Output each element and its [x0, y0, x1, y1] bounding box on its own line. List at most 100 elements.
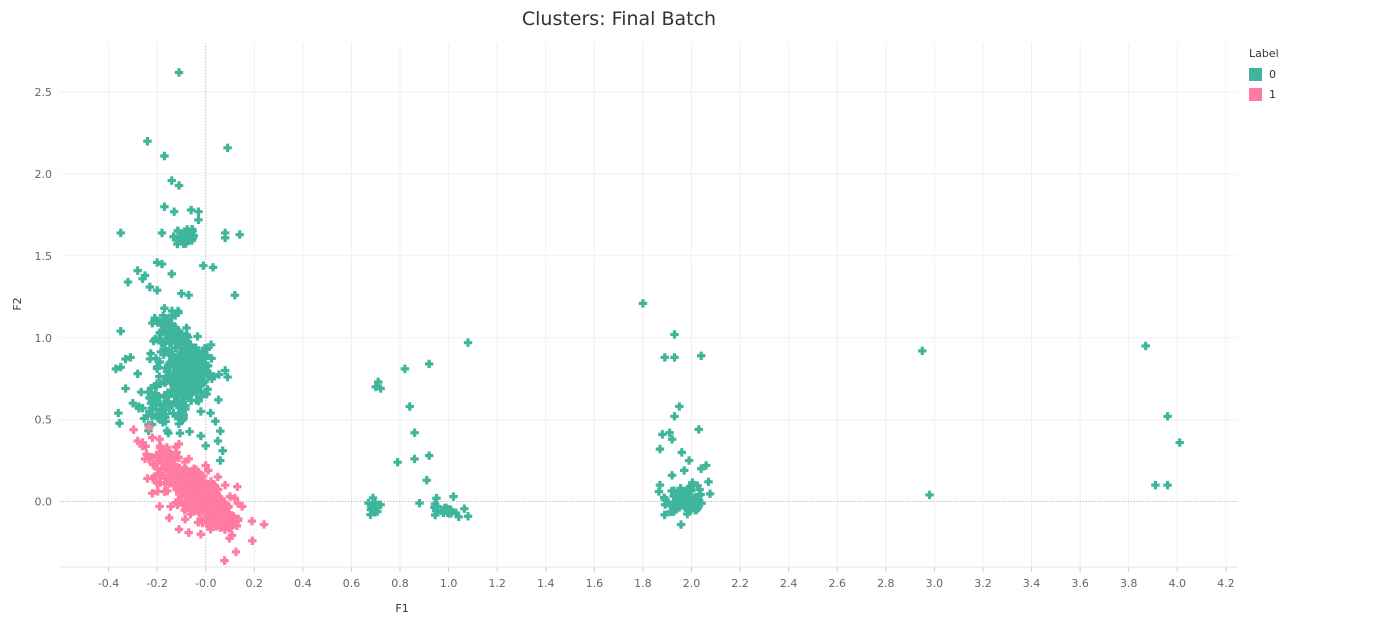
- data-point: [161, 316, 170, 326]
- data-point: [405, 402, 414, 411]
- data-point: [187, 380, 197, 390]
- x-tick-label: -0.2: [146, 577, 167, 590]
- data-point: [111, 364, 121, 374]
- data-point: [128, 399, 138, 408]
- data-point: [670, 412, 679, 421]
- series-1: [129, 422, 269, 565]
- data-point: [175, 489, 184, 499]
- x-tick-label: 3.6: [1071, 577, 1089, 590]
- data-point: [152, 258, 162, 267]
- data-point: [167, 456, 176, 465]
- data-point: [155, 435, 164, 444]
- data-point: [373, 377, 383, 387]
- data-point: [211, 417, 220, 426]
- x-tick-label: 2.2: [731, 577, 749, 590]
- data-point: [151, 354, 161, 363]
- data-point: [213, 501, 222, 510]
- data-point: [171, 442, 180, 452]
- data-point: [188, 472, 198, 482]
- data-point: [123, 277, 133, 287]
- data-point: [675, 503, 684, 512]
- data-point: [670, 330, 679, 339]
- data-point: [156, 400, 165, 410]
- data-point: [147, 420, 157, 429]
- data-point: [437, 505, 447, 515]
- data-point: [225, 510, 234, 520]
- data-point: [225, 534, 234, 543]
- data-point: [182, 323, 191, 333]
- data-point: [115, 419, 124, 428]
- data-point: [638, 299, 648, 308]
- data-point: [168, 373, 177, 382]
- data-point: [223, 502, 233, 512]
- data-point: [163, 457, 172, 467]
- data-point: [432, 494, 441, 503]
- data-point: [167, 269, 176, 279]
- x-tick-label: 1.6: [586, 577, 604, 590]
- legend-label-0: 0: [1269, 67, 1276, 81]
- data-point: [233, 499, 243, 508]
- data-point: [169, 454, 179, 463]
- data-point: [188, 226, 197, 236]
- data-point: [138, 438, 147, 447]
- x-tick-label: 2.8: [877, 577, 895, 590]
- data-point: [376, 384, 385, 393]
- data-point: [176, 473, 185, 482]
- data-point: [189, 364, 198, 374]
- data-point: [212, 497, 221, 506]
- data-point: [157, 327, 167, 336]
- data-point: [150, 313, 159, 323]
- data-point: [176, 355, 185, 364]
- data-point: [206, 477, 216, 486]
- data-point: [176, 397, 186, 406]
- data-point: [693, 504, 702, 513]
- data-point: [182, 471, 191, 480]
- data-point: [206, 340, 216, 350]
- data-point: [196, 514, 205, 524]
- data-point: [202, 513, 212, 522]
- data-point: [157, 407, 167, 416]
- data-point: [157, 228, 167, 238]
- data-point: [163, 346, 172, 356]
- data-point: [164, 471, 173, 481]
- data-point: [140, 454, 150, 464]
- data-point: [196, 369, 205, 379]
- x-tick-label: 1.4: [537, 577, 555, 590]
- legend-swatch-1: [1249, 87, 1262, 101]
- data-point: [173, 389, 182, 398]
- data-point: [193, 384, 203, 393]
- data-point: [186, 396, 196, 405]
- data-point: [172, 385, 181, 394]
- y-tick-label: 1.0: [35, 332, 53, 345]
- data-point: [165, 368, 175, 377]
- data-point: [177, 403, 186, 413]
- legend-item-0[interactable]: 0: [1249, 64, 1279, 84]
- data-point: [155, 502, 164, 511]
- data-point: [175, 411, 184, 421]
- data-point: [213, 472, 223, 482]
- y-tick-label: 2.0: [35, 168, 53, 181]
- data-point: [194, 207, 203, 216]
- legend-item-1[interactable]: 1: [1249, 84, 1279, 104]
- data-point: [193, 332, 202, 341]
- data-point: [146, 349, 155, 358]
- data-point: [665, 428, 674, 437]
- data-point: [203, 385, 212, 394]
- data-point: [181, 239, 190, 248]
- data-point: [655, 444, 665, 454]
- x-tick-label: 3.8: [1120, 577, 1138, 590]
- data-point: [167, 306, 177, 316]
- data-point: [189, 231, 198, 240]
- data-point: [208, 263, 218, 272]
- data-point: [660, 353, 669, 362]
- data-point: [675, 402, 684, 411]
- x-tick-label: 1.2: [488, 577, 506, 590]
- y-tick-label: 2.5: [35, 86, 53, 99]
- data-point: [167, 319, 176, 328]
- data-point: [223, 143, 232, 152]
- data-point: [179, 340, 189, 350]
- data-point: [145, 354, 155, 364]
- data-point: [185, 427, 194, 436]
